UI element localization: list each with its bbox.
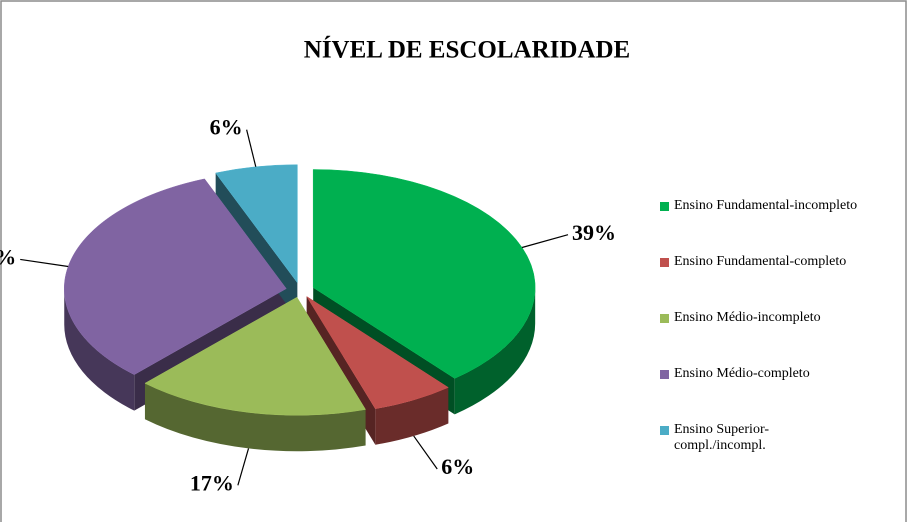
- legend-label: Ensino Fundamental-incompleto: [674, 198, 858, 213]
- slice-side: [144, 383, 366, 452]
- legend-swatch: [660, 258, 669, 267]
- legend-label: Ensino Superior-compl./incompl.: [674, 422, 769, 453]
- leader-line: [521, 234, 569, 249]
- leader-line: [20, 258, 69, 268]
- slice-side: [454, 287, 536, 415]
- leader-line: [237, 448, 250, 486]
- legend-swatch: [660, 314, 669, 323]
- legend-label: Ensino Fundamental-completo: [674, 254, 847, 269]
- legend-swatch: [660, 426, 669, 435]
- sides: [64, 287, 536, 452]
- slice-side: [64, 288, 135, 411]
- data-label: 6%: [210, 115, 243, 140]
- legend-swatch: [660, 370, 669, 379]
- slice: [306, 296, 449, 410]
- slice: [64, 178, 287, 375]
- leader-line: [246, 129, 257, 167]
- tops: [64, 164, 536, 416]
- legend-item: Ensino Fundamental-incompleto: [660, 198, 857, 254]
- leader-line: [413, 435, 438, 470]
- legend-swatch: [660, 202, 669, 211]
- legend-label: Ensino Médio-completo: [674, 366, 810, 381]
- data-label: 6%: [441, 454, 474, 479]
- slice-side: [375, 387, 449, 445]
- legend-item: Ensino Médio-completo: [660, 366, 857, 422]
- legend: Ensino Fundamental-incompleto Ensino Fund…: [660, 198, 857, 478]
- legend-item: Ensino Fundamental-completo: [660, 254, 857, 310]
- slice: [144, 296, 366, 416]
- data-label: 17%: [190, 470, 234, 495]
- data-label: 32%: [0, 244, 16, 269]
- legend-label: Ensino Médio-incompleto: [674, 310, 821, 325]
- legend-item: Ensino Médio-incompleto: [660, 310, 857, 366]
- legend-item: Ensino Superior-compl./incompl.: [660, 422, 804, 478]
- data-label: 39%: [572, 220, 616, 245]
- slice: [215, 164, 298, 284]
- chart-title: NÍVEL DE ESCOLARIDADE: [304, 36, 630, 64]
